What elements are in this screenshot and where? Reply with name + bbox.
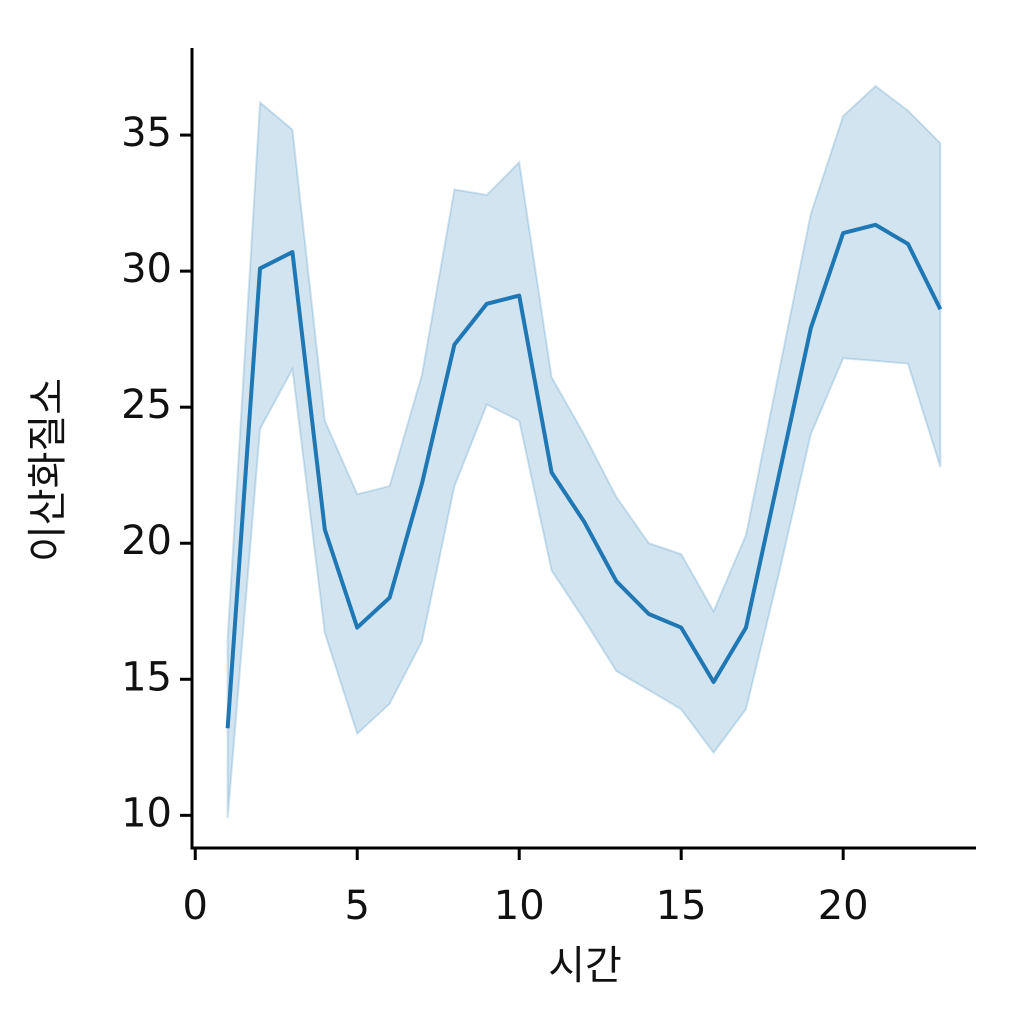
line	[225, 222, 943, 729]
y-tick-label: 25	[121, 382, 172, 428]
x-tick-label: 5	[344, 883, 369, 929]
y-tick-label: 35	[121, 110, 172, 156]
y-tick-label: 20	[121, 518, 172, 564]
y-tick-label: 30	[121, 246, 172, 292]
x-tick-label: 10	[494, 883, 545, 929]
y-axis-label: 이산화질소	[25, 378, 71, 562]
x-tick-label: 20	[818, 883, 869, 929]
confidence-band	[226, 84, 942, 819]
x-axis-label: 시간	[548, 943, 622, 989]
x-tick-label: 15	[656, 883, 707, 929]
x-tick-label: 0	[183, 883, 208, 929]
y-tick-label: 10	[121, 790, 172, 836]
y-tick-label: 15	[121, 654, 172, 700]
